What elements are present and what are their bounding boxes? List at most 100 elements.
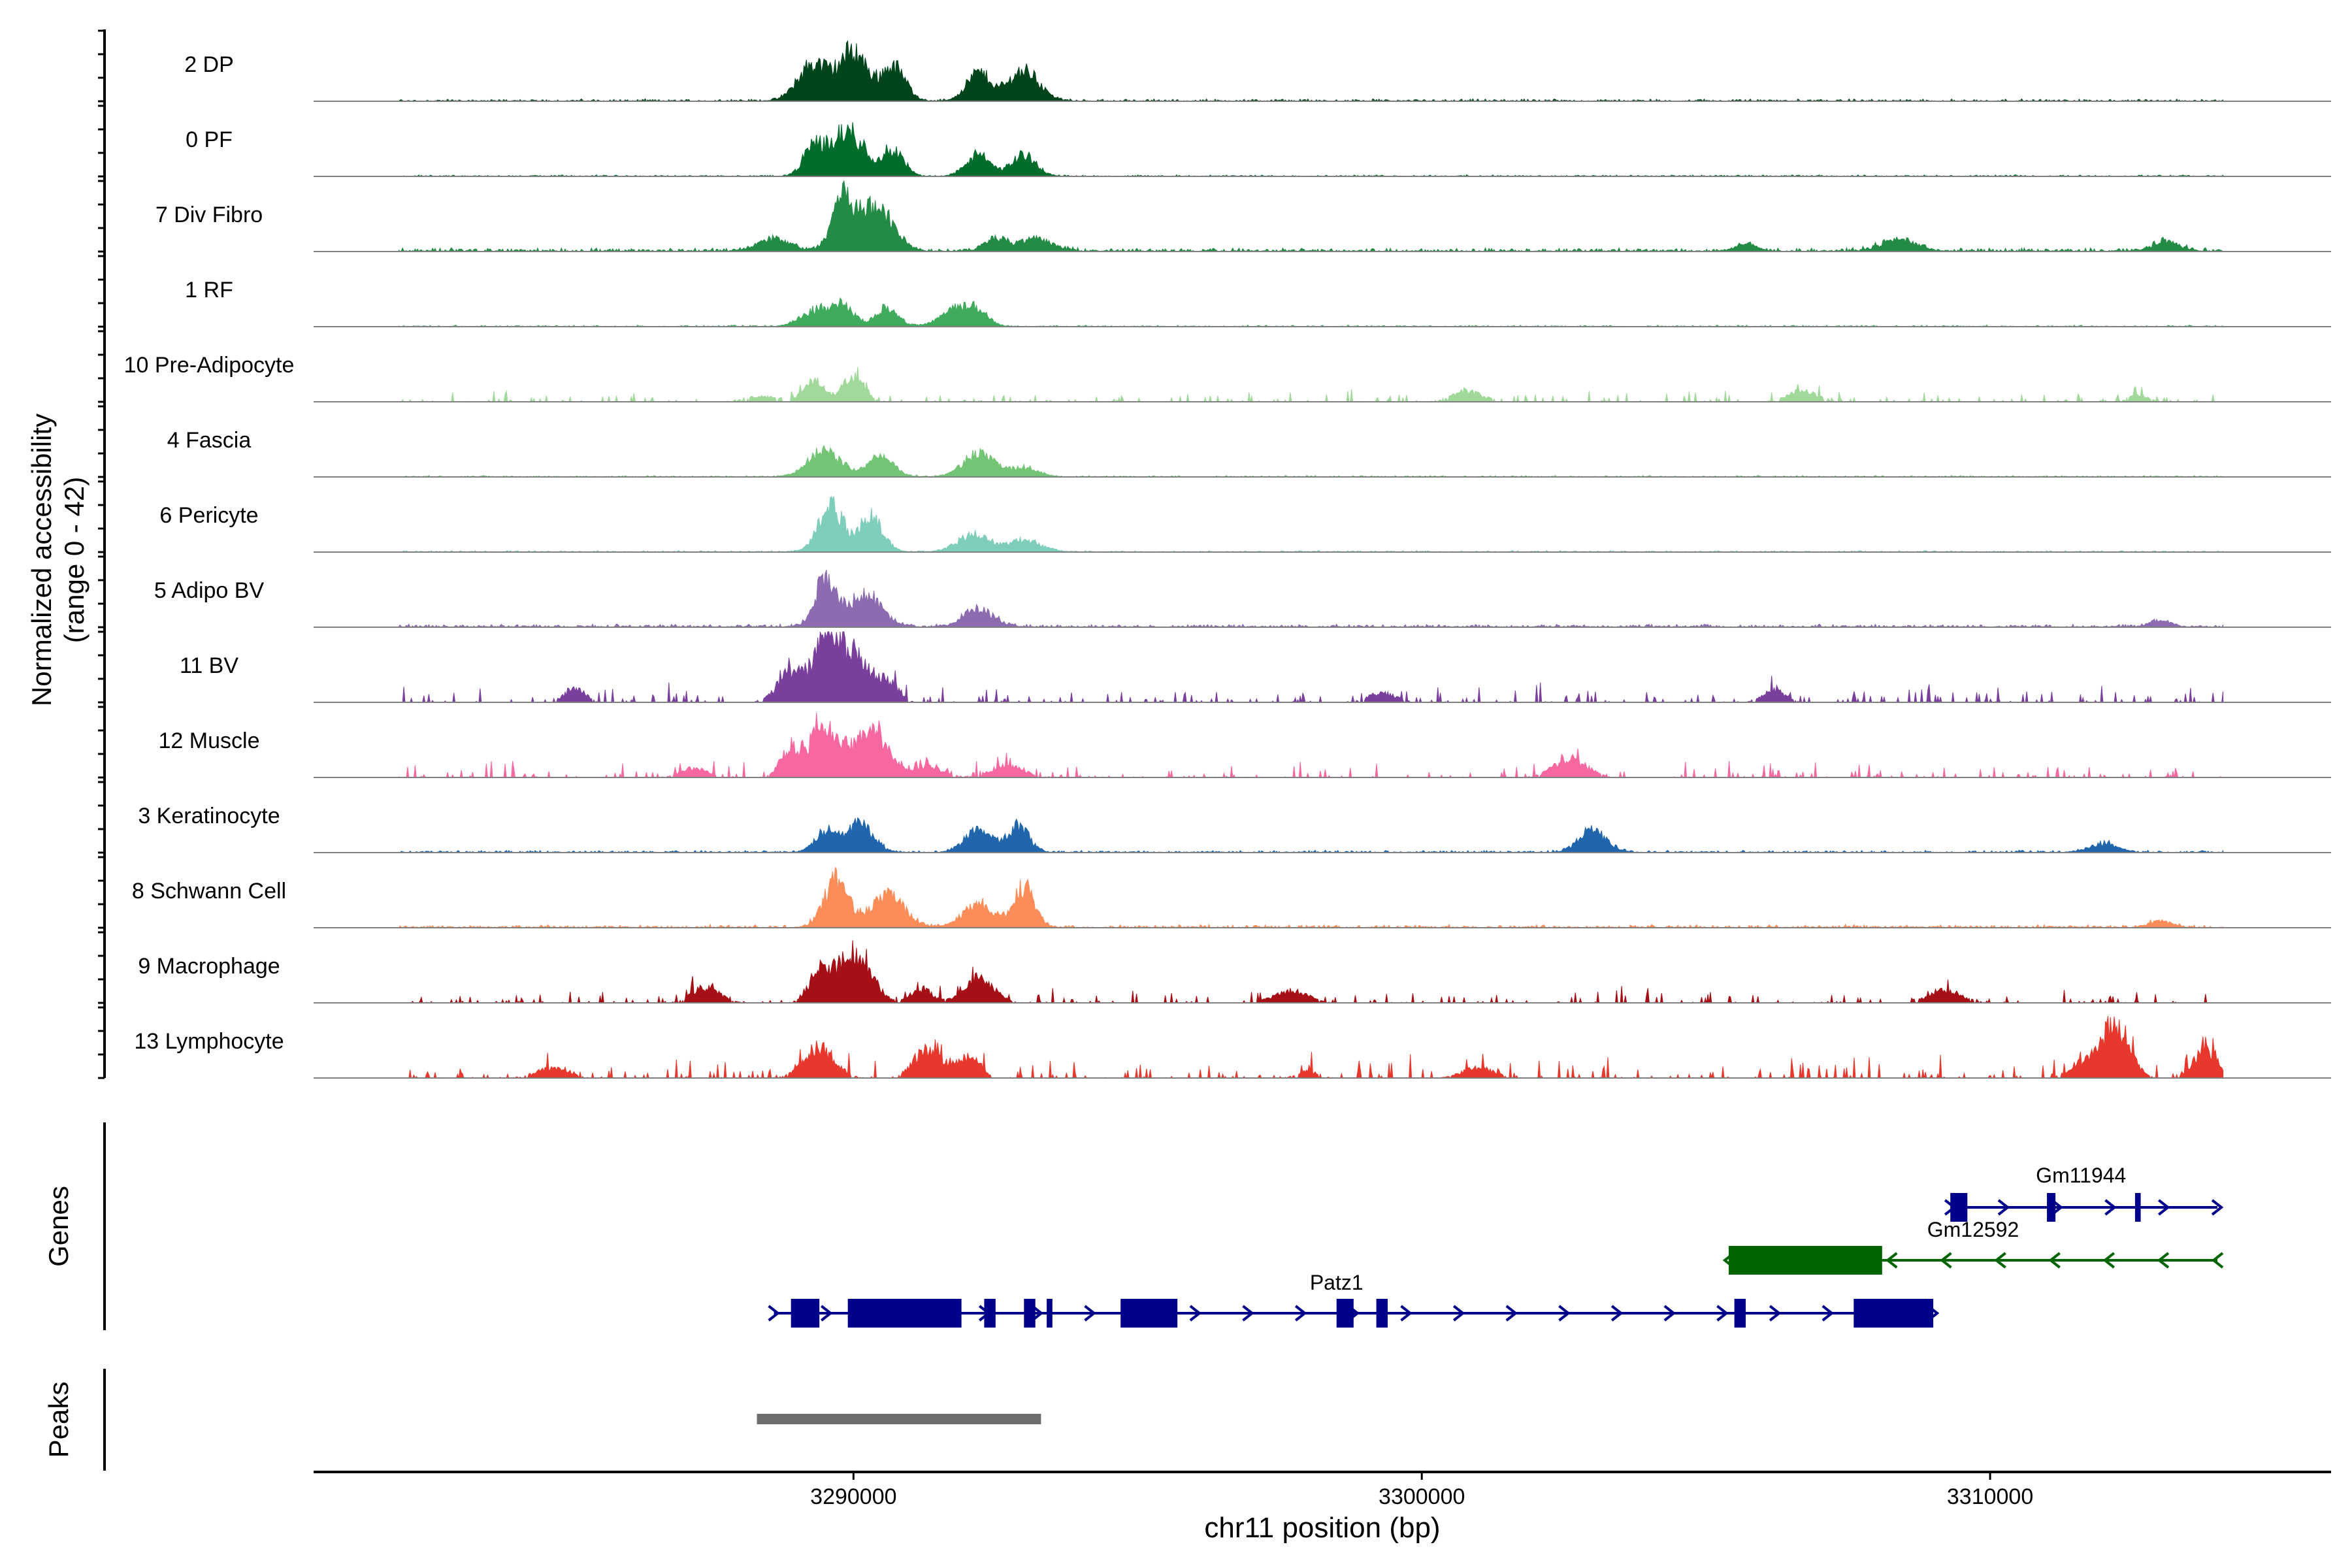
track-label: 2 DP: [184, 52, 234, 77]
track-0-pf: 0 PF: [186, 122, 2331, 177]
x-axis-label: chr11 position (bp): [1204, 1512, 1440, 1544]
strand-arrow: [1940, 1252, 1952, 1269]
coverage-area: [399, 122, 2224, 177]
gene-name: Patz1: [1310, 1271, 1364, 1294]
track-label: 7 Div Fibro: [155, 203, 263, 227]
track-label: 6 Pericyte: [159, 503, 258, 528]
coverage-area: [399, 631, 2224, 704]
strand-arrow: [1769, 1305, 1782, 1322]
coverage-area: [399, 180, 2224, 253]
coverage-area: [399, 444, 2224, 478]
x-tick-label: 3300000: [1379, 1484, 1465, 1509]
track-10-pre-adipocyte: 10 Pre-Adipocyte: [124, 353, 2331, 403]
exon: [2047, 1193, 2056, 1222]
strand-arrow: [1663, 1305, 1676, 1322]
gene-name: Gm12592: [1927, 1218, 2019, 1241]
peaks-track-label: Peaks: [43, 1382, 74, 1458]
strand-arrow: [821, 1305, 833, 1322]
x-axis-ticks: 3290000 3300000 3310000: [810, 1472, 2033, 1509]
gene-gm12592: Gm12592: [1722, 1218, 2224, 1275]
strand-arrow: [1886, 1252, 1898, 1269]
exon: [1047, 1299, 1053, 1328]
strand-arrow: [2211, 1252, 2224, 1269]
coverage-area: [399, 817, 2224, 853]
track-2-dp: 2 DP: [184, 40, 2331, 102]
y-axis-label-range: (range 0 - 42): [59, 477, 90, 643]
strand-arrow: [1400, 1305, 1413, 1322]
track-label: 10 Pre-Adipocyte: [124, 353, 295, 378]
coverage-area: [399, 40, 2224, 102]
track-8-schwann-cell: 8 Schwann Cell: [132, 866, 2331, 928]
strand-arrow: [768, 1305, 780, 1322]
strand-arrow: [1997, 1199, 2010, 1216]
strand-arrow: [1716, 1305, 1729, 1322]
track-label: 8 Schwann Cell: [132, 879, 286, 904]
x-tick-label: 3310000: [1947, 1484, 2033, 1509]
track-12-muscle: 12 Muscle: [159, 712, 2331, 779]
exon: [1728, 1246, 1882, 1275]
exon: [1376, 1299, 1388, 1328]
strand-arrow: [1610, 1305, 1624, 1322]
gene-gm11944: Gm11944: [1944, 1164, 2224, 1222]
exon: [1024, 1299, 1036, 1328]
coverage-area: [399, 569, 2224, 629]
strand-arrow: [1452, 1305, 1465, 1322]
gene-patz1: Patz1: [768, 1271, 1940, 1328]
coverage-area: [399, 940, 2223, 1004]
coverage-area: [399, 1016, 2224, 1079]
exon: [984, 1299, 996, 1328]
strand-arrow: [2104, 1199, 2117, 1216]
peak-region: [757, 1414, 1041, 1424]
coverage-area: [399, 712, 2223, 779]
exon: [1336, 1299, 1354, 1328]
track-4-fascia: 4 Fascia: [167, 428, 2331, 478]
track-label: 3 Keratinocyte: [138, 804, 280, 828]
exon: [1734, 1299, 1746, 1328]
strand-arrow: [2157, 1252, 2170, 1269]
track-label: 0 PF: [186, 127, 233, 152]
coverage-tracks: 2 DP 0 PF 7 Div Fibro 1 RF 10 Pre-Adipocyte 4…: [124, 40, 2331, 1079]
exon: [2134, 1193, 2141, 1222]
strand-arrow: [2048, 1252, 2061, 1269]
track-label: 9 Macrophage: [138, 954, 280, 979]
strand-arrow: [1189, 1305, 1202, 1322]
coverage-area: [399, 496, 2224, 553]
track-label: 4 Fascia: [167, 428, 252, 453]
coverage-area: [399, 866, 2224, 928]
gene-name: Gm11944: [2036, 1164, 2126, 1187]
accessibility-axis: [98, 29, 106, 1079]
strand-arrow: [1505, 1305, 1518, 1322]
track-7-div-fibro: 7 Div Fibro: [155, 180, 2331, 253]
strand-arrow: [1994, 1252, 2006, 1269]
track-6-pericyte: 6 Pericyte: [159, 496, 2331, 553]
track-9-macrophage: 9 Macrophage: [138, 940, 2331, 1004]
coverage-area: [399, 367, 2223, 403]
strand-arrow: [1294, 1305, 1307, 1322]
peaks-track: [757, 1414, 1041, 1424]
track-label: 11 BV: [180, 653, 238, 678]
track-3-keratinocyte: 3 Keratinocyte: [138, 804, 2331, 853]
track-13-lymphocyte: 13 Lymphocyte: [134, 1016, 2331, 1079]
track-5-adipo-bv: 5 Adipo BV: [154, 569, 2331, 629]
exon: [1950, 1193, 1968, 1222]
track-label: 13 Lymphocyte: [134, 1029, 284, 1054]
track-1-rf: 1 RF: [185, 278, 2331, 327]
strand-arrow: [1558, 1305, 1571, 1322]
exon: [791, 1299, 820, 1328]
track-label: 1 RF: [185, 278, 233, 302]
coverage-area: [399, 297, 2224, 327]
strand-arrow: [1084, 1305, 1096, 1322]
track-label: 5 Adipo BV: [154, 578, 265, 603]
x-tick-label: 3290000: [810, 1484, 896, 1509]
strand-arrow: [2102, 1252, 2115, 1269]
strand-arrow: [2211, 1199, 2224, 1216]
strand-arrow: [1821, 1305, 1835, 1322]
exon: [1120, 1299, 1178, 1328]
strand-arrow: [2158, 1199, 2170, 1216]
track-11-bv: 11 BV: [180, 631, 2331, 704]
track-label: 12 Muscle: [159, 728, 260, 753]
exon: [1854, 1299, 1934, 1328]
genes-track: Gm11944 Gm12592 Patz1: [768, 1164, 2224, 1328]
genes-track-label: Genes: [43, 1186, 74, 1267]
